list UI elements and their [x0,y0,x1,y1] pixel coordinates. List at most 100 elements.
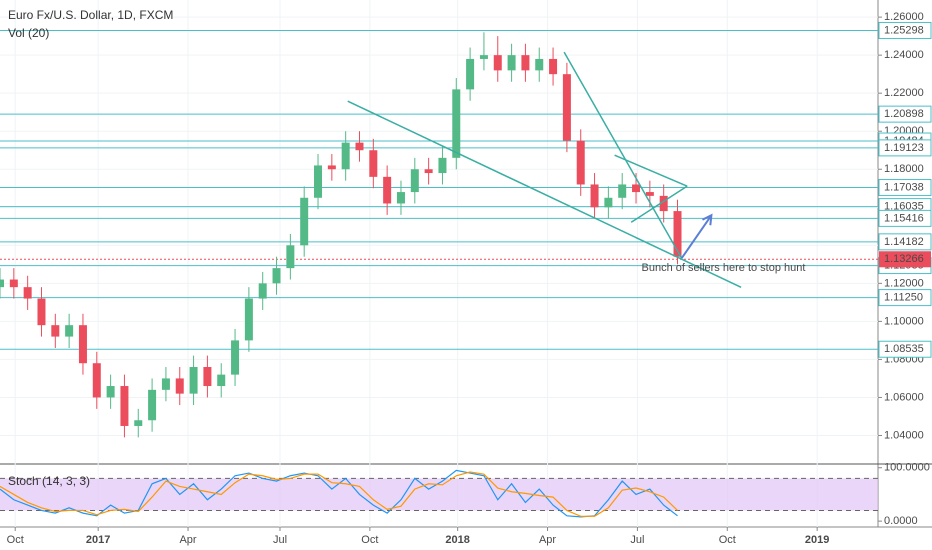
stoch-pane [0,469,878,518]
x-tick-label: Jul [273,534,287,546]
candle-body [424,169,433,174]
candle-body [396,192,405,204]
candle-body [23,287,32,299]
candle-body [355,142,364,151]
candle-body [576,140,585,185]
candle-body [673,211,682,257]
candle-body [341,142,350,170]
candle-body [37,298,46,326]
axes: 1.040001.060001.080001.100001.120001.140… [7,11,932,546]
candle-body [438,157,447,174]
candle-body [369,150,378,177]
candle-body [493,55,502,71]
candle-body [92,363,101,398]
candle-body [258,283,267,299]
level-label-box [878,105,932,123]
candle-body [452,89,461,158]
arrow-line [680,214,713,259]
candle-body [189,367,198,394]
candle-body [231,340,240,375]
level-label-box [878,209,932,227]
candle-body [562,74,571,141]
level-label-box [878,340,932,358]
candle-body [106,386,115,398]
candle-body [300,197,309,246]
y-tick-label: 1.06000 [884,391,924,403]
x-tick-label: Oct [7,534,24,546]
levels [0,29,878,350]
candle-body [327,165,336,170]
level-label: 1.20898 [884,108,924,120]
arrow-head [702,213,713,226]
drawings: Bunch of sellers here to stop hunt [347,51,806,289]
candle-body [314,165,323,198]
level-label: 1.11250 [884,292,923,304]
x-tick-label: 2017 [86,534,110,546]
candle-body [632,184,641,193]
candle-body [521,55,530,71]
candle-body [78,325,87,364]
level-label: 1.19123 [884,142,924,154]
y-tick-label: 1.18000 [884,163,924,175]
y-tick-label: 1.12000 [884,277,924,289]
candle-body [410,169,419,193]
candle-body [590,184,599,208]
candle-body [244,298,253,341]
annotation: Bunch of sellers here to stop hunt [642,262,806,274]
y-tick-label: 1.10000 [884,315,924,327]
candle-body [659,195,668,212]
last-price-label: 1.13266 [884,253,924,265]
candle-body [286,245,295,269]
level-label: 1.14182 [884,236,924,248]
x-tick-label: Oct [719,534,736,546]
level-label-box [878,233,932,251]
x-tick-label: Apr [539,534,556,546]
candle-body [134,420,143,426]
candle-body [549,58,558,75]
candle-body [203,367,212,387]
y-tick-label: 1.24000 [884,49,924,61]
level-label: 1.25298 [884,24,924,36]
stoch-tick-label: 0.0000 [884,515,918,527]
trendline [614,154,688,187]
chart-title: Euro Fx/U.S. Dollar, 1D, FXCM [8,8,173,22]
candle-body [65,325,74,337]
level-label-box [878,289,932,307]
candle-body [618,184,627,198]
candle-body [0,279,4,288]
chart-subtitle: Vol (20) [8,26,49,40]
x-tick-label: Jul [630,534,644,546]
y-tick-label: 1.26000 [884,11,924,23]
stoch-title: Stoch (14, 3, 3) [8,474,90,488]
candle-body [161,378,170,390]
candle-body [466,58,475,90]
level-label: 1.17038 [884,181,924,193]
last-price-box [879,251,931,268]
level-label: 1.16035 [884,201,924,213]
trendline [630,185,688,223]
grid [0,0,878,527]
candles [0,32,682,438]
x-tick-label: 2018 [445,534,469,546]
candle-body [604,197,613,208]
candle-body [383,176,392,204]
x-tick-label: Apr [179,534,196,546]
candle-body [479,55,488,59]
candle-body [217,374,226,387]
candle-body [51,325,60,337]
candle-body [645,192,654,196]
stoch-tick-label: 100.0000 [884,462,930,474]
x-tick-label: 2019 [805,534,829,546]
candle-body [507,55,516,71]
y-tick-label: 1.22000 [884,87,924,99]
level-label-box [878,179,932,197]
candle-body [148,389,157,421]
level-label-box [878,21,932,39]
level-label: 1.08535 [884,343,924,355]
trendline [563,51,683,259]
candle-body [175,378,184,394]
level-label-box [878,139,932,157]
level-label: 1.15416 [884,212,924,224]
candle-body [535,58,544,71]
